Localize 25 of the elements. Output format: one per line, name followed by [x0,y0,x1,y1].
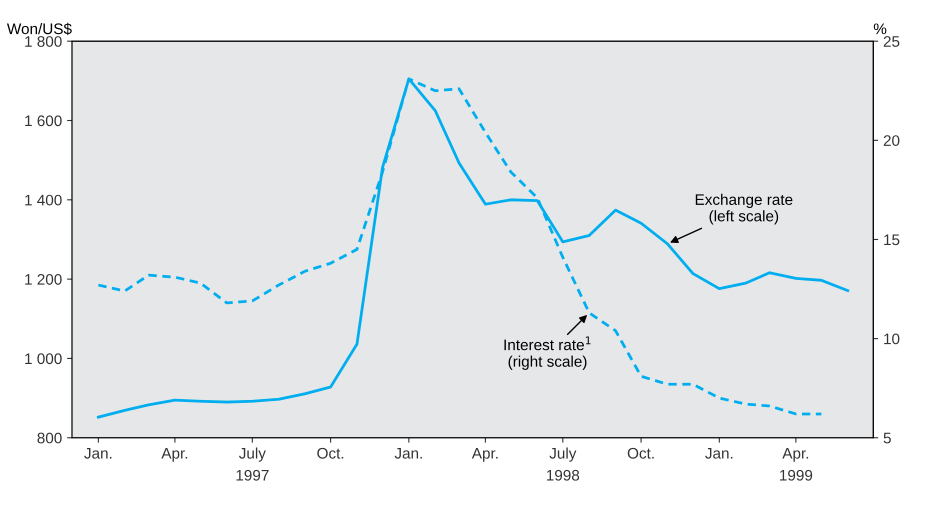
x-tick-label: Apr. [472,448,498,462]
y2-tick-label: 20 [884,135,900,146]
y-tick-label: 800 [37,432,62,444]
x-tick-label: Apr. [161,448,188,462]
x-tick-label: Jan. [84,448,112,459]
y-tick-label: 1 000 [25,353,62,364]
y-tick-label: 1 600 [25,115,62,126]
x-tick-label: July 1998 [546,447,580,481]
y-tick-label: 1 800 [25,36,62,47]
x-tick-label: Jan. [394,448,422,459]
x-tick-label: Apr. 1999 [780,448,812,481]
y2-tick-label: 5 [884,432,891,444]
y2-tick-label: 10 [884,333,900,344]
y-tick-label: 1 400 [25,194,62,206]
x-tick-label: Oct. [628,448,654,459]
y-axis-title: Won/US$ [6,22,72,36]
x-tick-label: Jan. [705,448,732,459]
x-tick-label: Oct. [317,448,344,459]
annotation: Exchange rate (left scale) [696,194,792,224]
y-tick-label: 1 200 [25,274,62,285]
annotation: Interest rate$^{1}$ (right scale) [504,336,591,370]
x-tick-label: July 1997 [236,447,269,481]
y2-tick-label: 15 [884,234,900,246]
y2-tick-label: 25 [884,36,900,47]
y2-axis-title: % [874,23,886,34]
